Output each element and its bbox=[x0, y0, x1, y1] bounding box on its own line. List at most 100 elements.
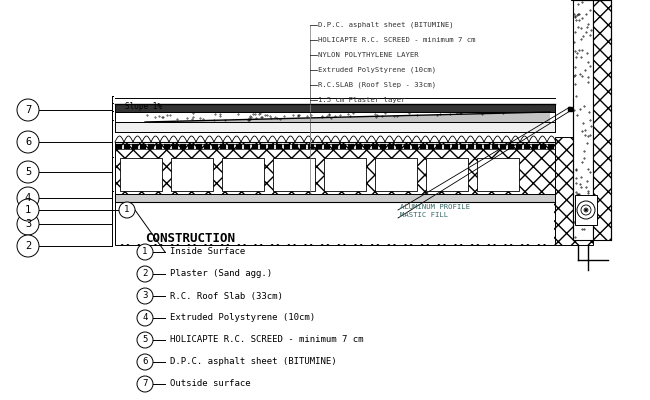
Text: 1.5 cm Plaster layer: 1.5 cm Plaster layer bbox=[318, 97, 406, 103]
Bar bbox=[188, 144, 194, 149]
Circle shape bbox=[137, 288, 153, 304]
Bar bbox=[244, 144, 250, 149]
Circle shape bbox=[17, 235, 39, 257]
Bar bbox=[324, 144, 330, 149]
Text: Slope 1%: Slope 1% bbox=[125, 102, 162, 111]
Bar bbox=[548, 144, 554, 149]
Circle shape bbox=[17, 161, 39, 183]
Bar bbox=[364, 144, 370, 149]
Text: 4: 4 bbox=[25, 193, 31, 203]
Bar bbox=[375, 158, 417, 191]
Circle shape bbox=[137, 244, 153, 260]
Text: Extruded Polystyrene (10cm): Extruded Polystyrene (10cm) bbox=[170, 314, 315, 322]
Circle shape bbox=[17, 213, 39, 235]
Bar bbox=[468, 144, 474, 149]
Bar bbox=[115, 104, 555, 112]
Bar bbox=[460, 144, 466, 149]
Bar bbox=[575, 195, 597, 225]
Bar bbox=[428, 144, 434, 149]
Circle shape bbox=[17, 131, 39, 153]
Circle shape bbox=[17, 199, 39, 221]
Bar bbox=[524, 144, 530, 149]
Bar bbox=[508, 144, 514, 149]
Circle shape bbox=[137, 310, 153, 326]
Text: 1: 1 bbox=[25, 205, 31, 215]
Text: 5: 5 bbox=[25, 167, 31, 177]
Bar bbox=[236, 144, 242, 149]
Bar bbox=[372, 144, 378, 149]
Bar bbox=[292, 144, 298, 149]
Bar bbox=[388, 144, 394, 149]
Bar bbox=[426, 158, 468, 191]
Text: R.C. Roof Slab (33cm): R.C. Roof Slab (33cm) bbox=[170, 292, 283, 300]
Bar bbox=[212, 144, 218, 149]
Bar bbox=[340, 144, 346, 149]
Bar bbox=[273, 158, 315, 191]
Bar bbox=[380, 144, 386, 149]
Text: D.P.C. asphalt sheet (BITUMINE): D.P.C. asphalt sheet (BITUMINE) bbox=[318, 22, 454, 28]
Bar bbox=[324, 158, 366, 191]
Text: 6: 6 bbox=[25, 137, 31, 147]
Text: 1: 1 bbox=[124, 206, 130, 214]
Bar bbox=[171, 158, 213, 191]
Bar bbox=[268, 144, 274, 149]
Bar bbox=[140, 144, 146, 149]
Bar bbox=[420, 144, 426, 149]
Bar bbox=[260, 144, 266, 149]
Text: Extruded PolyStyrene (10cm): Extruded PolyStyrene (10cm) bbox=[318, 67, 436, 73]
Bar bbox=[120, 158, 162, 191]
Bar bbox=[356, 144, 362, 149]
Bar bbox=[316, 144, 322, 149]
Text: ALUMINUM PROFILE: ALUMINUM PROFILE bbox=[400, 204, 470, 210]
Text: 2: 2 bbox=[25, 241, 31, 251]
Circle shape bbox=[17, 99, 39, 121]
Bar bbox=[477, 158, 519, 191]
Text: HOLICAPTE R.C. SCREED - minimum 7 cm: HOLICAPTE R.C. SCREED - minimum 7 cm bbox=[170, 336, 363, 344]
Bar bbox=[540, 144, 546, 149]
Bar bbox=[516, 144, 522, 149]
Bar bbox=[115, 122, 555, 132]
Bar bbox=[116, 144, 122, 149]
Bar bbox=[308, 144, 314, 149]
Bar bbox=[222, 158, 264, 191]
Bar bbox=[555, 137, 593, 245]
Bar bbox=[115, 112, 555, 122]
Text: MASTIC FILL: MASTIC FILL bbox=[400, 212, 448, 218]
Bar bbox=[284, 144, 290, 149]
Text: 7: 7 bbox=[25, 105, 31, 115]
Bar bbox=[220, 144, 226, 149]
Text: NYLON POLYTHYLENE LAYER: NYLON POLYTHYLENE LAYER bbox=[318, 52, 419, 58]
Text: D.P.C. asphalt sheet (BITUMINE): D.P.C. asphalt sheet (BITUMINE) bbox=[170, 358, 337, 366]
Bar bbox=[276, 144, 282, 149]
Text: 3: 3 bbox=[25, 219, 31, 229]
Bar bbox=[444, 144, 450, 149]
Bar bbox=[412, 144, 418, 149]
Circle shape bbox=[577, 201, 595, 219]
Bar bbox=[593, 0, 611, 240]
Bar bbox=[115, 142, 555, 194]
Circle shape bbox=[17, 187, 39, 209]
Bar bbox=[228, 144, 234, 149]
Bar bbox=[404, 144, 410, 149]
Text: 7: 7 bbox=[142, 380, 148, 388]
Circle shape bbox=[119, 202, 135, 218]
Text: Plaster (Sand agg.): Plaster (Sand agg.) bbox=[170, 270, 272, 278]
Circle shape bbox=[137, 266, 153, 282]
Bar bbox=[436, 144, 442, 149]
Text: 2: 2 bbox=[142, 270, 148, 278]
Bar bbox=[332, 144, 338, 149]
Bar bbox=[196, 144, 202, 149]
Circle shape bbox=[137, 376, 153, 392]
Bar bbox=[204, 144, 210, 149]
Bar bbox=[115, 202, 555, 245]
Text: R.C.SLAB (Roof Slep - 33cm): R.C.SLAB (Roof Slep - 33cm) bbox=[318, 82, 436, 88]
Bar bbox=[532, 144, 538, 149]
Bar bbox=[252, 144, 258, 149]
Bar bbox=[148, 144, 154, 149]
Text: 3: 3 bbox=[142, 292, 148, 300]
Circle shape bbox=[585, 209, 587, 211]
Text: Inside Surface: Inside Surface bbox=[170, 248, 245, 256]
Bar bbox=[180, 144, 186, 149]
Bar bbox=[115, 194, 555, 202]
Bar bbox=[452, 144, 458, 149]
